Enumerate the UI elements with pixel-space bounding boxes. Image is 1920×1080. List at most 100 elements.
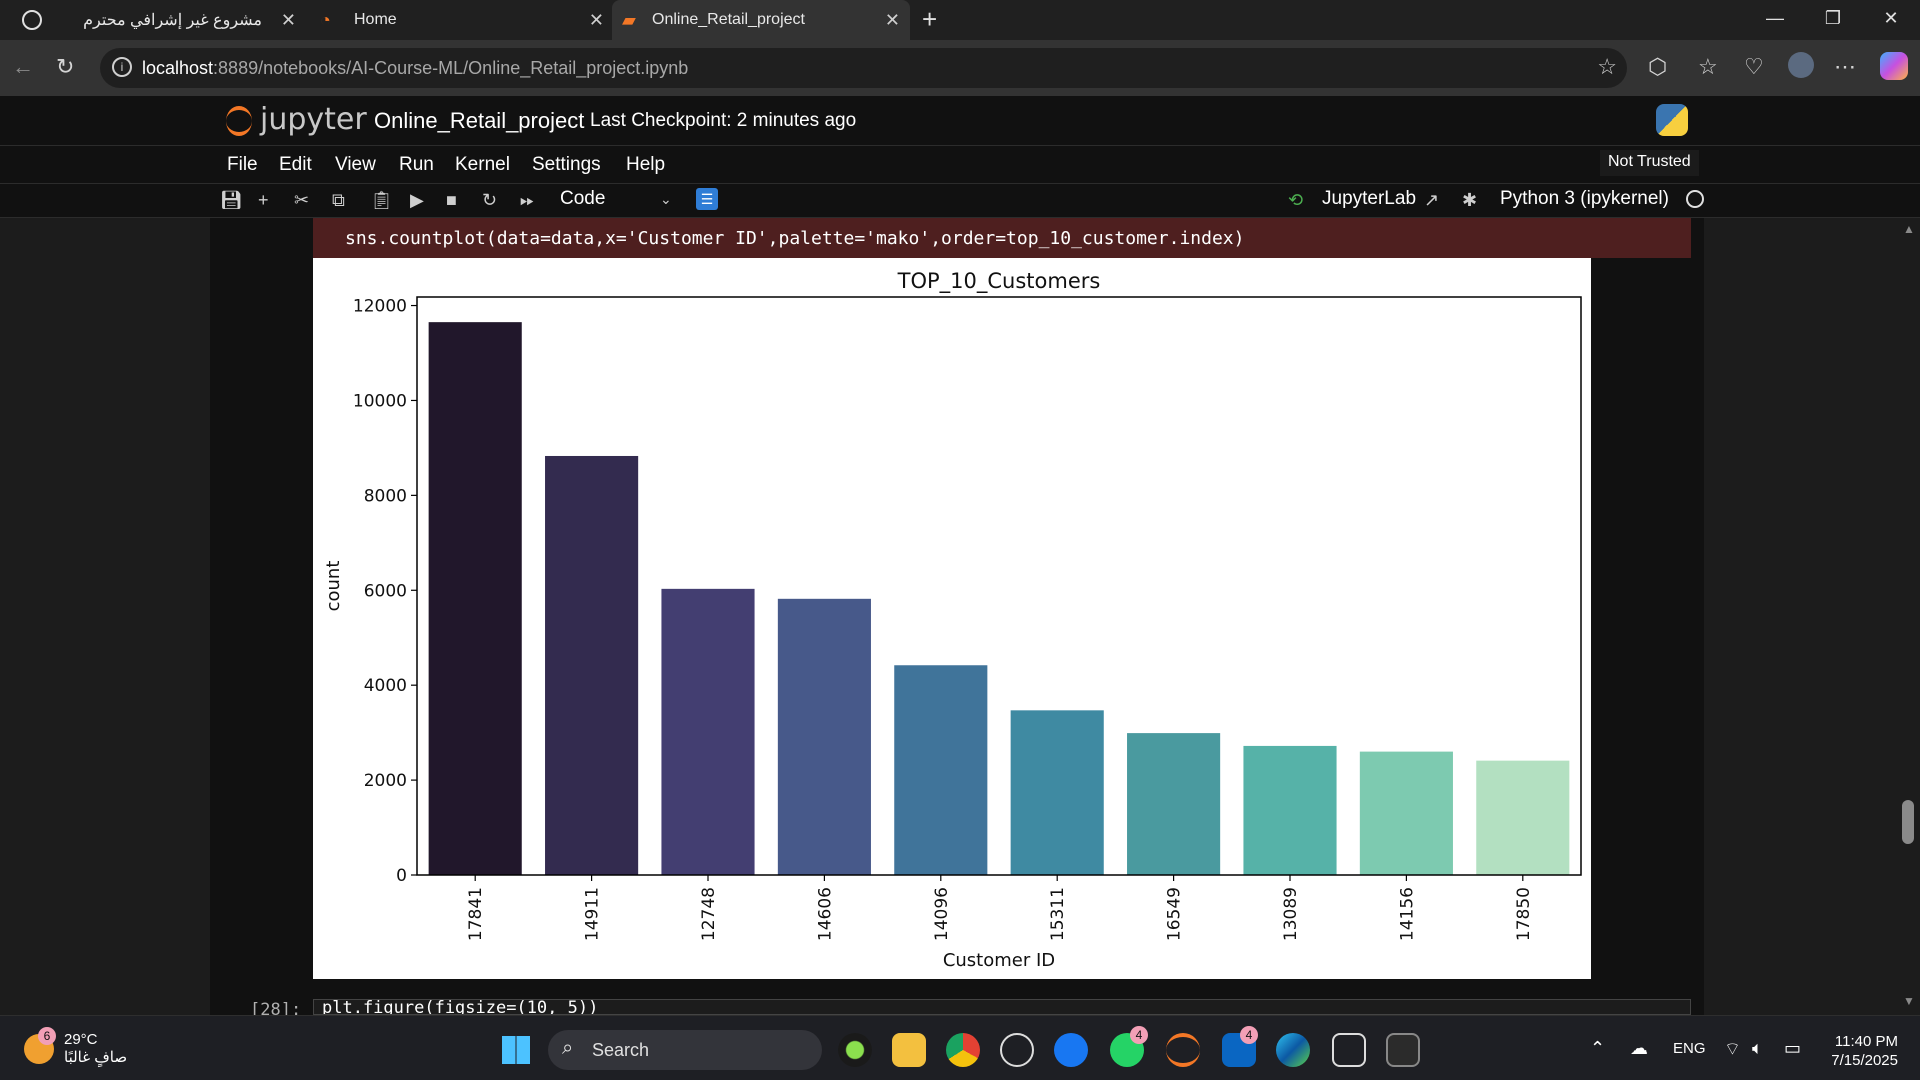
tab-arabic-project[interactable]: مشروع غير إشرافي محترم ✕: [60, 0, 310, 40]
edge-icon[interactable]: [1276, 1033, 1310, 1067]
app-icon-box[interactable]: [1332, 1033, 1366, 1067]
jupyterlab-icon[interactable]: ⟲: [1288, 190, 1304, 210]
notebook-toolbar: 💾︎ + ✂ ⧉ 📋︎ ▶ ■ ↻ ⏩︎ Code ⌄ ☰ ⟲ JupyterL…: [0, 184, 1920, 218]
menu-run[interactable]: Run: [399, 154, 434, 175]
address-bar: ← ↻ i localhost:8889/notebooks/AI-Course…: [0, 40, 1920, 96]
taskbar-search[interactable]: ⌕ Search: [548, 1030, 822, 1070]
cut-icon[interactable]: ✂: [294, 190, 310, 210]
new-tab-icon[interactable]: +: [922, 4, 938, 34]
bar-14156: [1359, 751, 1453, 875]
profile-avatar[interactable]: [1788, 52, 1814, 78]
save-icon[interactable]: 💾︎: [220, 190, 243, 210]
external-link-icon[interactable]: ↗: [1424, 190, 1440, 210]
extensions-icon[interactable]: ⬡: [1648, 54, 1668, 79]
y-tick-label: 6000: [364, 581, 407, 601]
minimize-icon[interactable]: —: [1766, 8, 1784, 28]
menu-help[interactable]: Help: [626, 154, 666, 175]
menu-kernel[interactable]: Kernel: [455, 154, 510, 175]
code-cell-output-source[interactable]: sns.countplot(data=data,x='Customer ID',…: [313, 218, 1691, 258]
trust-status-badge[interactable]: Not Trusted: [1600, 150, 1699, 176]
jupyter-logo-text[interactable]: jupyter: [260, 102, 367, 137]
menu-view[interactable]: View: [335, 154, 376, 175]
weather-widget[interactable]: 29°C صافٍ غالبًا: [64, 1031, 127, 1067]
browser-essentials-icon[interactable]: ♡: [1744, 54, 1764, 79]
windows-taskbar: 6 29°C صافٍ غالبًا ⌕ Search 4 4 ⌃ ☁ ENG …: [0, 1015, 1920, 1080]
clock-time: 11:40 PM: [1834, 1033, 1898, 1050]
debugger-icon[interactable]: ✱: [1462, 190, 1478, 210]
close-tab-icon[interactable]: ✕: [884, 10, 900, 30]
search-label: Search: [592, 1040, 650, 1060]
y-tick-label: 12000: [353, 297, 407, 317]
tab-home[interactable]: ◔ Home ✕: [314, 0, 614, 40]
scroll-thumb[interactable]: [1902, 800, 1914, 844]
y-axis-label: count: [323, 561, 344, 612]
browser-menu-icon[interactable]: [22, 10, 42, 30]
chevron-down-icon[interactable]: ⌄: [660, 191, 672, 207]
onedrive-icon[interactable]: ☁: [1630, 1038, 1648, 1058]
bar-16549: [1127, 733, 1221, 875]
restart-kernel-icon[interactable]: ↻: [482, 190, 498, 210]
table-of-contents-icon[interactable]: ☰: [696, 188, 718, 210]
more-options-icon[interactable]: ⋯: [1834, 54, 1856, 79]
file-explorer-icon[interactable]: [892, 1033, 926, 1067]
run-all-icon[interactable]: ⏩︎: [520, 190, 535, 210]
close-tab-icon[interactable]: ✕: [280, 10, 296, 30]
menu-settings[interactable]: Settings: [532, 154, 601, 175]
code-text: sns.countplot(data=data,x='Customer ID',…: [345, 228, 1245, 249]
chatgpt-icon[interactable]: [1000, 1033, 1034, 1067]
interrupt-kernel-icon[interactable]: ■: [446, 190, 457, 210]
next-code-text: plt.figure(figsize=(10, 5)): [322, 999, 599, 1015]
search-icon: ⌕: [562, 1037, 574, 1059]
bar-13089: [1243, 745, 1337, 875]
favorites-icon[interactable]: ☆: [1698, 54, 1718, 79]
notebook-title[interactable]: Online_Retail_project: [374, 108, 585, 133]
site-info-icon[interactable]: i: [112, 57, 132, 77]
battery-icon[interactable]: ▭: [1784, 1038, 1802, 1058]
clock-date: 7/15/2025: [1831, 1052, 1898, 1069]
back-icon[interactable]: ←: [12, 54, 34, 79]
show-hidden-icons[interactable]: ⌃: [1590, 1038, 1606, 1058]
copy-icon[interactable]: ⧉: [332, 190, 345, 210]
next-code-cell[interactable]: plt.figure(figsize=(10, 5)): [313, 999, 1691, 1015]
favorite-star-icon[interactable]: ☆: [1597, 54, 1617, 79]
insert-cell-icon[interactable]: +: [258, 190, 269, 210]
reload-icon[interactable]: ↻: [56, 54, 75, 79]
scroll-down-icon[interactable]: ▼: [1903, 994, 1915, 1008]
menu-file[interactable]: File: [227, 154, 258, 175]
menu-edit[interactable]: Edit: [279, 154, 312, 175]
bar-14096: [894, 665, 988, 875]
cell-type-select[interactable]: Code: [560, 188, 606, 209]
kernel-status-icon: [1686, 190, 1704, 208]
jupyter-app-icon[interactable]: [1166, 1033, 1200, 1067]
notebook-tab-icon: ▰: [622, 9, 636, 30]
bar-12748: [661, 588, 755, 875]
jupyter-tab-icon: ◔: [320, 9, 331, 30]
jupyter-logo-icon[interactable]: [226, 106, 252, 136]
x-tick-label: 14911: [583, 887, 603, 941]
volume-icon[interactable]: 🔈︎: [1752, 1038, 1763, 1058]
chart-title: TOP_10_Customers: [897, 269, 1101, 294]
close-window-icon[interactable]: ✕: [1883, 8, 1899, 28]
wifi-icon[interactable]: ⌔: [1724, 1039, 1741, 1059]
start-icon[interactable]: [502, 1036, 530, 1064]
close-tab-icon[interactable]: ✕: [588, 10, 604, 30]
scroll-up-icon[interactable]: ▲: [1903, 222, 1915, 236]
copilot-icon[interactable]: [1880, 52, 1908, 80]
terminal-icon[interactable]: [1386, 1033, 1420, 1067]
system-clock[interactable]: 11:40 PM 7/15/2025: [1818, 1032, 1898, 1070]
run-cell-icon[interactable]: ▶: [410, 190, 424, 210]
url-text: localhost:8889/notebooks/AI-Course-ML/On…: [142, 58, 688, 79]
paste-icon[interactable]: 📋︎: [370, 190, 393, 210]
restore-icon[interactable]: ❐: [1824, 8, 1842, 28]
tab-title: Online_Retail_project: [652, 11, 805, 28]
input-language[interactable]: ENG: [1673, 1040, 1706, 1057]
jupyterlab-link[interactable]: JupyterLab: [1322, 188, 1417, 209]
x-tick-label: 15311: [1048, 887, 1068, 941]
tab-online-retail[interactable]: ▰ Online_Retail_project ✕: [612, 0, 910, 40]
app-icon-1[interactable]: [838, 1033, 872, 1067]
chrome-icon[interactable]: [946, 1033, 980, 1067]
notebook-scrollbar[interactable]: ▲ ▼: [1898, 218, 1920, 1015]
url-input[interactable]: i localhost:8889/notebooks/AI-Course-ML/…: [100, 48, 1627, 88]
kernel-name[interactable]: Python 3 (ipykernel): [1500, 188, 1669, 209]
facebook-icon[interactable]: [1054, 1033, 1088, 1067]
